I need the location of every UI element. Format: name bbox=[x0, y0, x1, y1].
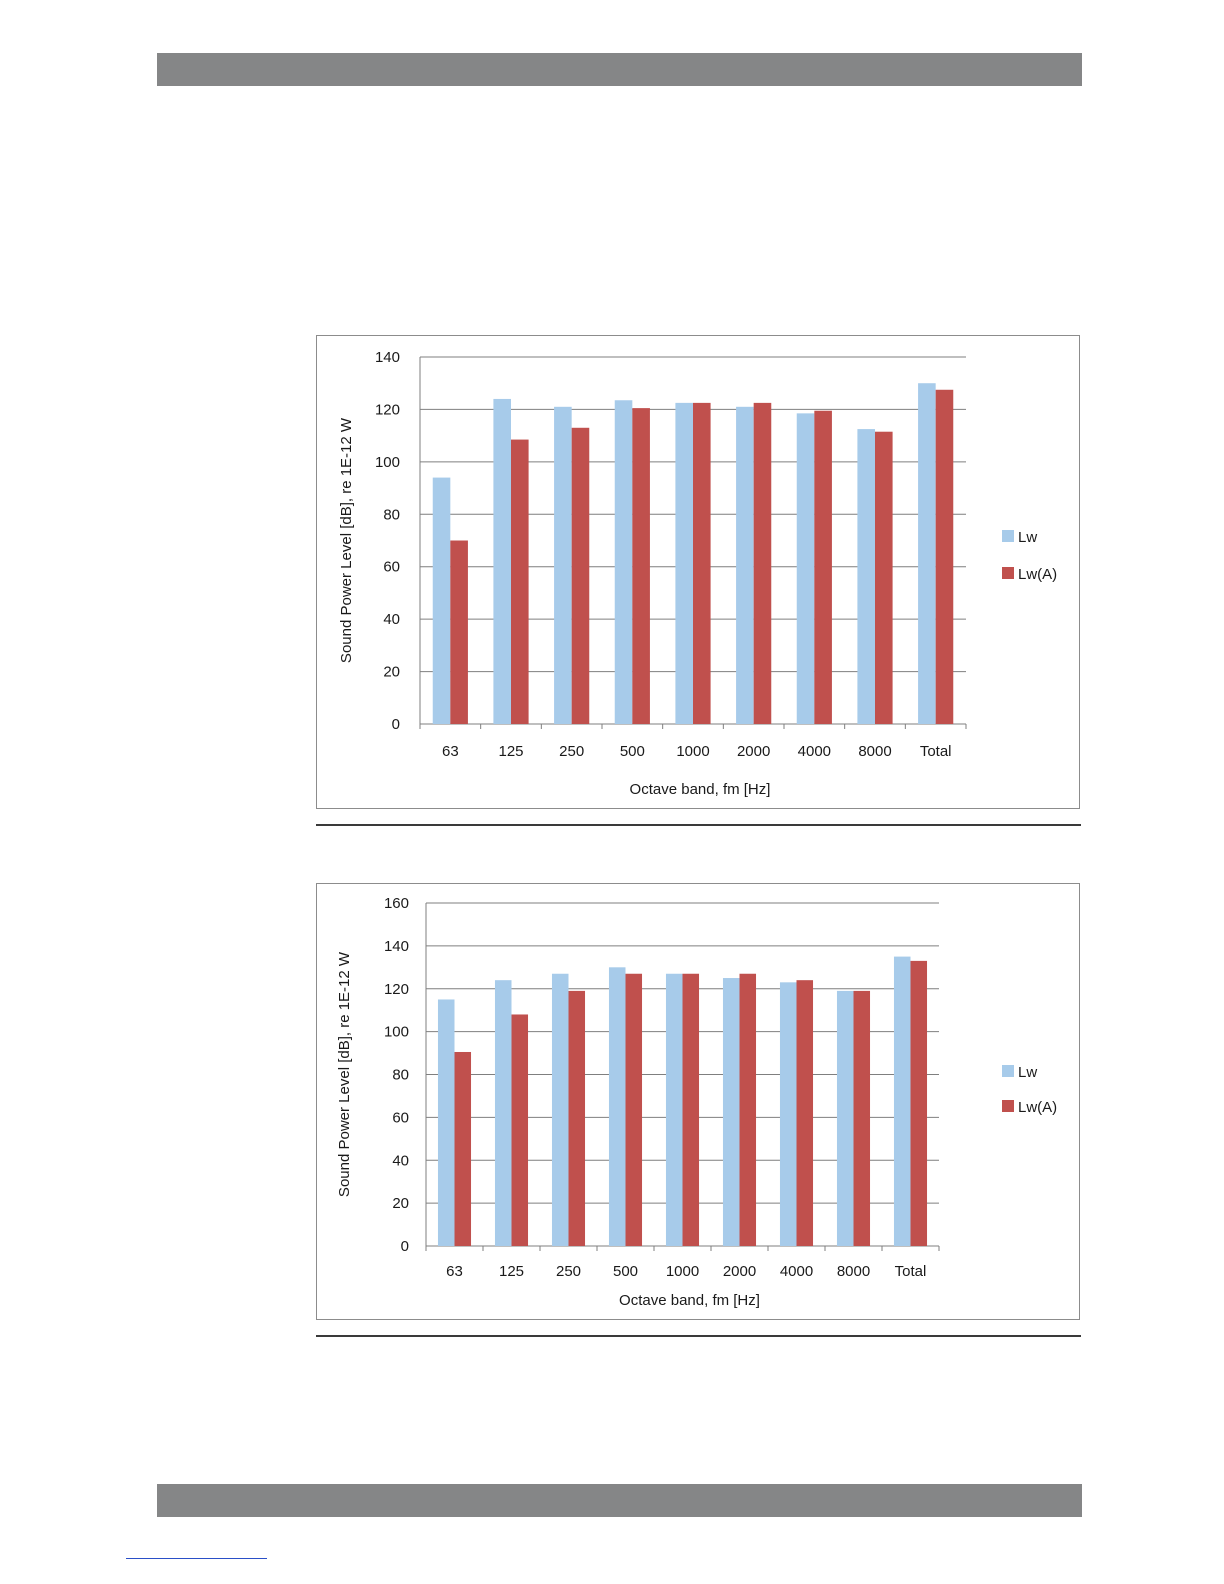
bar-lw-250 bbox=[551, 973, 569, 1246]
x-tick-label: 8000 bbox=[837, 1263, 870, 1280]
x-tick-label: 4000 bbox=[780, 1263, 813, 1280]
y-tick-label: 20 bbox=[383, 664, 400, 681]
divider-rule-2 bbox=[316, 1335, 1081, 1337]
legend-swatch-lw bbox=[1002, 1065, 1014, 1077]
y-tick-label: 100 bbox=[375, 454, 400, 471]
bar-lw-125 bbox=[493, 398, 511, 724]
bar-lwa-500 bbox=[625, 973, 643, 1246]
y-tick-label: 80 bbox=[383, 506, 400, 523]
bar-lw-63 bbox=[432, 477, 451, 724]
x-tick-label: 63 bbox=[442, 743, 459, 760]
y-axis-title: Sound Power Level [dB], re 1E-12 W bbox=[338, 417, 355, 663]
y-tick-label: 40 bbox=[392, 1152, 409, 1169]
legend-swatch-lwa bbox=[1002, 1100, 1014, 1112]
bar-lwa-63 bbox=[450, 540, 468, 724]
y-tick-label: 20 bbox=[392, 1195, 409, 1212]
bar-lw-4000 bbox=[779, 982, 797, 1246]
bar-lwa-total bbox=[935, 389, 954, 724]
bar-lwa-1000 bbox=[682, 973, 700, 1246]
y-tick-label: 140 bbox=[375, 349, 400, 366]
bar-lw-1000 bbox=[665, 973, 683, 1246]
y-tick-label: 0 bbox=[392, 716, 400, 733]
x-tick-label: Total bbox=[920, 743, 952, 760]
y-tick-label: 0 bbox=[401, 1238, 409, 1255]
bar-lw-8000 bbox=[857, 429, 875, 724]
x-tick-label: 500 bbox=[620, 743, 645, 760]
x-tick-label: 8000 bbox=[858, 743, 891, 760]
x-tick-label: 125 bbox=[498, 743, 523, 760]
x-tick-label: 2000 bbox=[723, 1263, 756, 1280]
y-tick-label: 120 bbox=[375, 401, 400, 418]
bar-lw-total bbox=[918, 383, 936, 724]
x-axis-title: Octave band, fm [Hz] bbox=[630, 781, 771, 798]
bar-lwa-125 bbox=[511, 439, 529, 724]
bar-lwa-2000 bbox=[739, 973, 757, 1246]
x-tick-label: 250 bbox=[559, 743, 584, 760]
footer-band bbox=[157, 1484, 1082, 1517]
divider-rule-1 bbox=[316, 824, 1081, 826]
y-tick-label: 60 bbox=[383, 559, 400, 576]
x-tick-label: 500 bbox=[613, 1263, 638, 1280]
bar-lwa-63 bbox=[454, 1051, 472, 1246]
bar-lw-8000 bbox=[836, 990, 854, 1246]
bar-lw-125 bbox=[494, 980, 512, 1246]
chart-1-svg: 0 20 40 60 80 100 120 140 63 125 250 500 1000 2000 400… bbox=[338, 349, 1057, 798]
header-band bbox=[157, 53, 1082, 86]
x-tick-label: Total bbox=[895, 1263, 927, 1280]
bar-lw-2000 bbox=[736, 406, 754, 724]
bar-lwa-4000 bbox=[796, 980, 814, 1246]
bar-lwa-total bbox=[910, 960, 928, 1246]
bar-lw-4000 bbox=[796, 413, 815, 724]
bar-lwa-1000 bbox=[693, 402, 711, 724]
sound-power-chart-2: 0 20 40 60 80 100 120 140 160 63 125 250 500 1000 2000… bbox=[316, 883, 1080, 1320]
x-tick-label: 4000 bbox=[798, 743, 831, 760]
x-tick-label: 1000 bbox=[676, 743, 709, 760]
x-tick-label: 2000 bbox=[737, 743, 770, 760]
bar-lw-63 bbox=[437, 999, 455, 1246]
y-tick-label: 80 bbox=[392, 1067, 409, 1084]
x-axis-title: Octave band, fm [Hz] bbox=[619, 1292, 760, 1309]
chart-2-svg: 0 20 40 60 80 100 120 140 160 63 125 250 500 1000 2000… bbox=[336, 895, 1057, 1309]
y-tick-label: 60 bbox=[392, 1109, 409, 1126]
bar-lwa-125 bbox=[511, 1014, 529, 1246]
bar-lwa-2000 bbox=[753, 402, 772, 724]
legend-label-lwa: Lw(A) bbox=[1018, 566, 1057, 583]
bar-lwa-8000 bbox=[853, 990, 871, 1246]
y-tick-label: 120 bbox=[384, 981, 409, 998]
x-tick-label: 250 bbox=[556, 1263, 581, 1280]
x-tick-label: 63 bbox=[446, 1263, 463, 1280]
bar-lwa-8000 bbox=[875, 431, 893, 724]
sound-power-chart-1: 0 20 40 60 80 100 120 140 63 125 250 500 1000 2000 400… bbox=[316, 335, 1080, 809]
legend-label-lw: Lw bbox=[1018, 1064, 1037, 1081]
legend-label-lwa: Lw(A) bbox=[1018, 1099, 1057, 1116]
bar-lw-1000 bbox=[675, 402, 693, 724]
legend-label-lw: Lw bbox=[1018, 529, 1037, 546]
bar-lw-250 bbox=[554, 406, 572, 724]
bar-lw-2000 bbox=[722, 978, 740, 1246]
legend-swatch-lw bbox=[1002, 530, 1014, 542]
footer-link-underline[interactable] bbox=[126, 1558, 267, 1559]
bar-lw-500 bbox=[608, 967, 626, 1246]
bar-lwa-250 bbox=[571, 427, 590, 724]
legend-swatch-lwa bbox=[1002, 567, 1014, 579]
y-tick-label: 100 bbox=[384, 1024, 409, 1041]
y-tick-label: 160 bbox=[384, 895, 409, 912]
x-tick-label: 125 bbox=[499, 1263, 524, 1280]
bar-lwa-4000 bbox=[814, 410, 832, 724]
y-tick-label: 140 bbox=[384, 938, 409, 955]
bar-lwa-500 bbox=[632, 408, 650, 724]
bar-lwa-250 bbox=[568, 990, 586, 1246]
bar-lw-total bbox=[893, 956, 911, 1246]
x-tick-label: 1000 bbox=[666, 1263, 699, 1280]
y-axis-title: Sound Power Level [dB], re 1E-12 W bbox=[336, 951, 353, 1197]
bar-lw-500 bbox=[614, 400, 633, 724]
y-tick-label: 40 bbox=[383, 611, 400, 628]
